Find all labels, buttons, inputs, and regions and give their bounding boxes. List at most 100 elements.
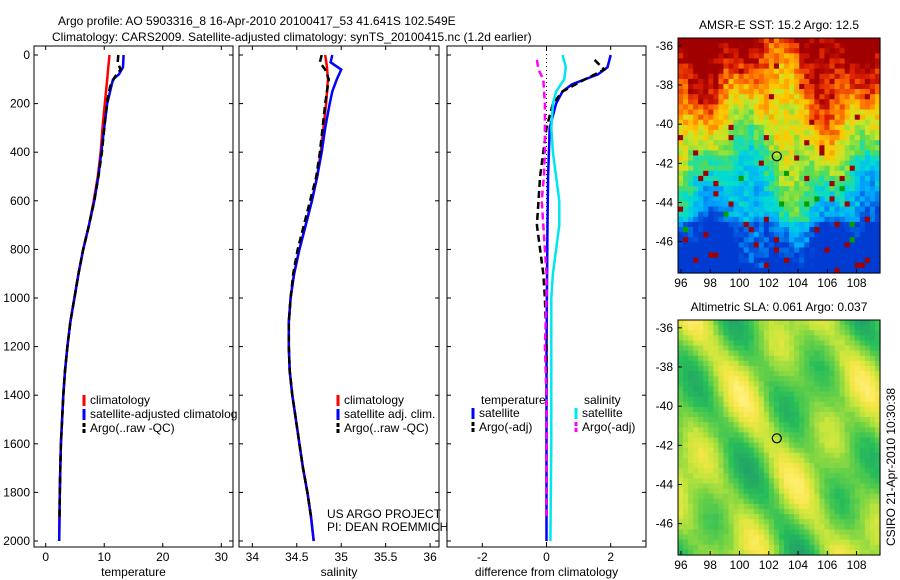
- sla-cell: [678, 401, 684, 408]
- sst-cell: [678, 94, 684, 100]
- sla-cell: [874, 463, 881, 469]
- sla-cell: [864, 401, 871, 408]
- sla-cell: [723, 534, 730, 541]
- sla-cell: [864, 442, 871, 449]
- sla-cell: [844, 411, 851, 418]
- sla-cell: [819, 340, 826, 347]
- sla-cell: [804, 427, 810, 433]
- sst-cell: [799, 83, 805, 90]
- sla-cell: [794, 442, 800, 449]
- sla-cell: [738, 468, 745, 474]
- sst-cell: [799, 68, 805, 75]
- x-tick-label: 0: [42, 550, 49, 564]
- sla-cell: [864, 355, 871, 362]
- sla-cell: [678, 493, 684, 500]
- sla-cell: [763, 432, 770, 439]
- sst-cell: [779, 165, 785, 172]
- sst-cell: [733, 124, 740, 131]
- sst-cell: [738, 38, 745, 44]
- sla-cell: [773, 514, 780, 520]
- sla-cell: [753, 345, 760, 352]
- sla-cell: [748, 355, 755, 362]
- sla-cell: [814, 468, 820, 474]
- sla-cell: [753, 452, 760, 459]
- sst-cell: [809, 247, 815, 254]
- sla-cell: [829, 417, 836, 423]
- sla-cell: [713, 335, 719, 342]
- sla-cell: [753, 529, 760, 536]
- sla-cell: [748, 391, 755, 398]
- sst-cell: [829, 232, 836, 238]
- sla-cell: [698, 406, 704, 413]
- sla-cell: [733, 503, 740, 510]
- sst-cell: [753, 252, 760, 259]
- sla-cell: [678, 437, 684, 444]
- sla-cell: [708, 514, 714, 520]
- sst-cell: [713, 242, 719, 249]
- sst-cell: [824, 211, 831, 218]
- sst-cell: [758, 109, 765, 116]
- sla-cell: [814, 519, 820, 525]
- sla-cell: [794, 437, 800, 444]
- sst-cell: [773, 58, 780, 65]
- sla-cell: [799, 468, 805, 474]
- sla-cell: [854, 468, 861, 474]
- sst-cell: [864, 73, 871, 80]
- sla-cell: [864, 365, 871, 372]
- sst-cell: [859, 63, 866, 70]
- sla-cell: [698, 376, 704, 382]
- sst-cell: [753, 99, 760, 106]
- sla-cell: [869, 549, 876, 556]
- sst-cell: [763, 247, 770, 254]
- sla-cell: [784, 391, 790, 398]
- sst-cell: [789, 165, 795, 172]
- sst-cell: [723, 129, 730, 136]
- sst-cell: [758, 48, 765, 54]
- sst-cell: [844, 181, 851, 187]
- sst-cell: [718, 99, 725, 106]
- sst-cell: [708, 99, 714, 106]
- sst-cell: [743, 201, 750, 208]
- sla-cell: [693, 386, 699, 393]
- sst-cell: [829, 242, 836, 249]
- sst-cell: [804, 145, 810, 151]
- sst-cell: [698, 175, 704, 182]
- map-y-tick-label: -36: [656, 321, 674, 335]
- sla-cell: [844, 355, 851, 362]
- sla-cell: [814, 457, 820, 464]
- sst-cell: [819, 221, 826, 228]
- sla-cell: [768, 360, 775, 367]
- sst-cell: [703, 104, 709, 111]
- sla-cell: [789, 371, 795, 377]
- sst-cell: [763, 145, 770, 151]
- sst-cell: [773, 155, 780, 162]
- sla-cell: [844, 498, 851, 505]
- sla-cell: [683, 519, 689, 525]
- sla-cell: [758, 360, 765, 367]
- sla-cell: [728, 376, 735, 382]
- sla-cell: [779, 381, 785, 388]
- sst-cell: [683, 78, 689, 85]
- sla-cell: [733, 325, 740, 331]
- sla-cell: [839, 452, 846, 459]
- sla-cell: [743, 391, 750, 398]
- sst-cell: [698, 196, 704, 203]
- sla-cell: [713, 386, 719, 393]
- sst-cell: [753, 247, 760, 254]
- sst-cell: [789, 63, 795, 70]
- sst-cell: [844, 201, 851, 208]
- sla-cell: [678, 386, 684, 393]
- sst-cell: [794, 140, 800, 146]
- sla-cell: [824, 340, 831, 347]
- sla-cell: [824, 483, 831, 490]
- sla-cell: [713, 447, 719, 454]
- y-tick-label: 800: [10, 242, 30, 256]
- sst-cell: [784, 124, 790, 131]
- sst-cell: [728, 181, 735, 187]
- sst-cell: [768, 48, 775, 54]
- sst-cell: [834, 83, 841, 90]
- sla-cell: [844, 350, 851, 357]
- sla-cell: [794, 411, 800, 418]
- sla-cell: [784, 345, 790, 352]
- sla-cell: [713, 488, 719, 495]
